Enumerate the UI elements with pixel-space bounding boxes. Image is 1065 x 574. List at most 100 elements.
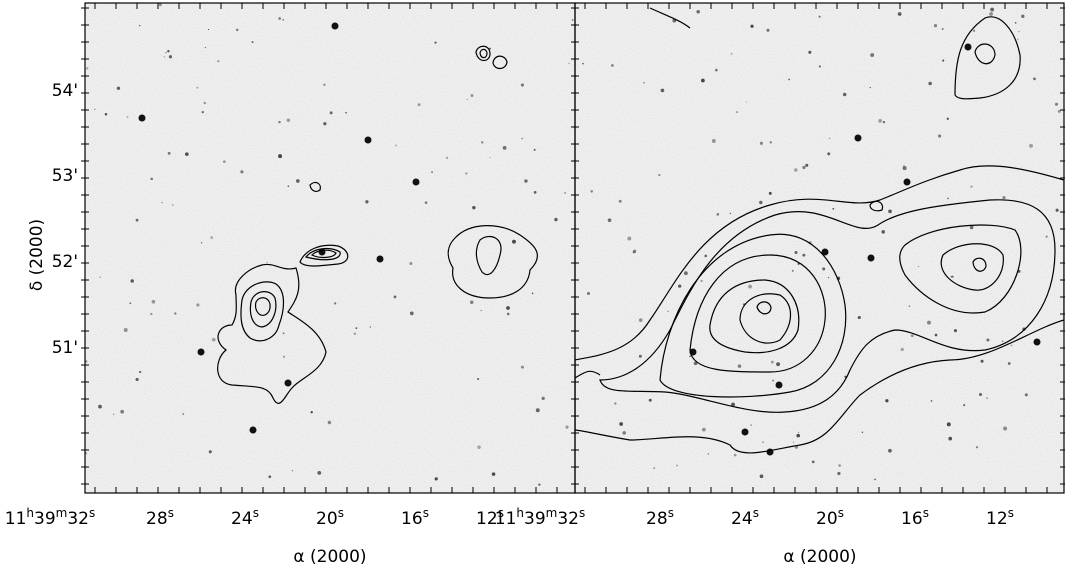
star [167, 151, 171, 155]
star [788, 78, 790, 81]
star [797, 431, 800, 434]
star [1045, 235, 1048, 238]
y-axis-title: δ (2000) [27, 219, 47, 291]
star [927, 320, 931, 325]
star [395, 144, 397, 147]
star [278, 154, 283, 159]
star [794, 251, 798, 255]
star [622, 431, 627, 435]
star [1055, 102, 1059, 106]
star [201, 111, 204, 114]
star [353, 332, 357, 336]
star [643, 81, 645, 84]
x-tick-label: 28s [146, 506, 174, 529]
tick-number: 24 [731, 509, 753, 529]
star [201, 242, 203, 244]
star [867, 254, 875, 262]
star [837, 471, 841, 476]
star [369, 326, 372, 328]
unit-superscript: h [26, 506, 34, 520]
unit-superscript: s [338, 506, 344, 520]
star [1033, 77, 1036, 81]
star [750, 424, 752, 426]
star [130, 279, 134, 283]
star [730, 52, 733, 55]
star [607, 218, 612, 223]
star [963, 404, 966, 407]
star [98, 404, 102, 409]
x-tick-label: 24s [731, 506, 759, 529]
star [942, 59, 945, 62]
star [986, 338, 990, 342]
star [766, 448, 774, 456]
star [1024, 393, 1028, 397]
star [627, 236, 632, 241]
star [696, 10, 700, 14]
star [737, 364, 742, 368]
star [565, 425, 569, 429]
y-tick-label: 52' [52, 252, 78, 272]
star [610, 64, 614, 67]
y-tick-label: 51' [52, 338, 78, 358]
star [802, 253, 806, 257]
star [86, 67, 89, 70]
star [112, 413, 115, 416]
star [946, 197, 949, 200]
star [104, 112, 108, 116]
star [283, 355, 286, 358]
star [506, 312, 510, 316]
star [900, 347, 904, 352]
star [766, 28, 770, 32]
star [323, 83, 326, 86]
star [986, 397, 988, 399]
star [1033, 338, 1041, 346]
x-tick-label: 11h39m32s [495, 506, 586, 529]
star [251, 41, 254, 44]
star [365, 200, 369, 204]
star [885, 399, 889, 403]
star [472, 205, 476, 210]
star [910, 334, 914, 338]
star [506, 306, 510, 310]
star [278, 17, 281, 20]
y-tick-label: 54' [52, 81, 78, 101]
star [678, 284, 682, 288]
star [223, 160, 226, 163]
unit-superscript: m [56, 506, 68, 520]
tick-number: 32 [67, 509, 89, 529]
star [648, 398, 652, 402]
star [1002, 196, 1006, 200]
star [741, 428, 749, 436]
unit-superscript: s [753, 506, 759, 520]
panel-frame [574, 2, 1065, 494]
tick-number: 12 [986, 509, 1008, 529]
star [902, 166, 907, 171]
star [881, 230, 885, 234]
star [1021, 14, 1025, 18]
star [776, 362, 781, 367]
x-tick-label: 20s [316, 506, 344, 529]
contours-right [575, 7, 1064, 454]
star [1007, 362, 1011, 365]
tick-number: 32 [557, 509, 579, 529]
x-tick-label: 12s [476, 506, 504, 529]
star [590, 189, 593, 193]
star [964, 43, 972, 51]
star [541, 396, 545, 401]
star [197, 348, 205, 356]
star [731, 402, 735, 407]
ticks [81, 3, 1065, 493]
star [772, 379, 775, 382]
star [150, 177, 153, 181]
star [797, 262, 800, 266]
unit-superscript: s [168, 506, 174, 520]
x-axis-title: α (2000) [293, 547, 366, 567]
star [481, 141, 484, 144]
tick-number: 24 [231, 509, 253, 529]
star [533, 191, 537, 194]
star [129, 302, 132, 305]
star [861, 431, 864, 434]
star [854, 134, 862, 142]
star [683, 271, 688, 276]
